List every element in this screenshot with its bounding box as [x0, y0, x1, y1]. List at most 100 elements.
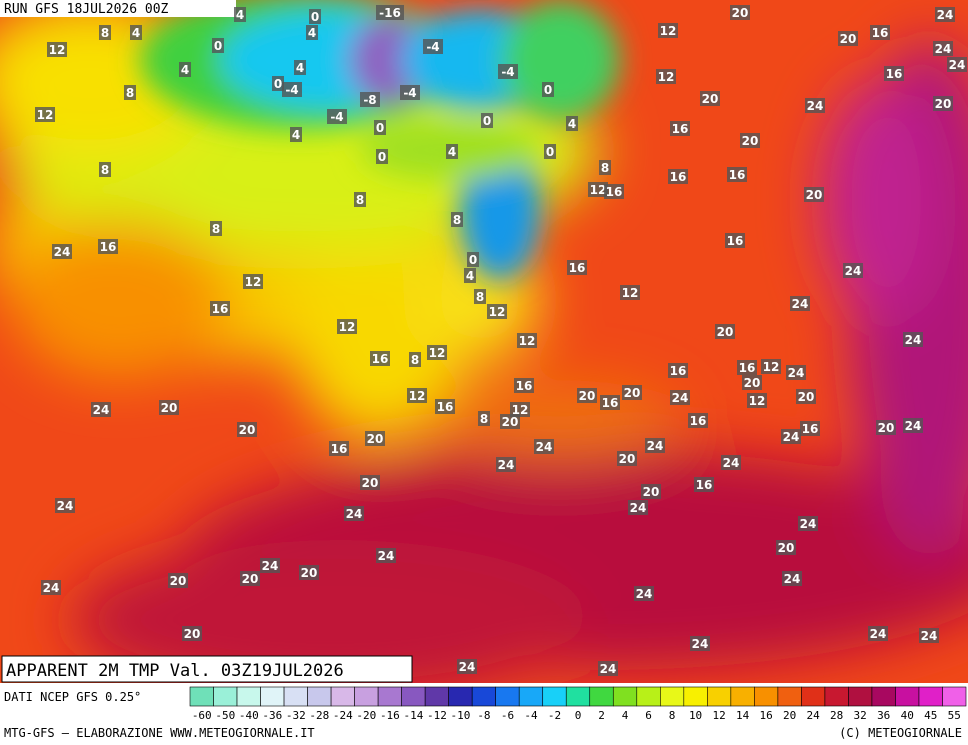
label-box	[786, 365, 806, 380]
scale-tick-label: -2	[548, 709, 561, 722]
scale-tick-label: 32	[854, 709, 867, 722]
map-label: -16	[379, 6, 401, 20]
label-box	[41, 580, 61, 595]
map-label: 20	[362, 476, 379, 490]
scale-swatch	[612, 686, 638, 707]
label-box	[599, 160, 611, 175]
map-label: 20	[840, 32, 857, 46]
map-label: 12	[622, 286, 639, 300]
label-box	[498, 64, 518, 79]
label-box	[327, 109, 347, 124]
label-box	[234, 7, 246, 22]
map-label: 8	[101, 26, 109, 40]
map-label: 24	[498, 458, 515, 472]
map-label: 24	[784, 572, 801, 586]
label-box	[360, 475, 380, 490]
map-label: 16	[606, 185, 623, 199]
scale-tick-label: -40	[239, 709, 259, 722]
credit: MTG-GFS — ELABORAZIONE WWW.METEOGIORNALE…	[4, 726, 315, 740]
map-label: 24	[870, 627, 887, 641]
label-box	[544, 144, 556, 159]
scale-swatch	[848, 686, 873, 707]
label-box	[481, 113, 493, 128]
map-label: 4	[568, 117, 576, 131]
label-box	[237, 422, 257, 437]
scale-tick-label: -6	[501, 709, 514, 722]
label-box	[634, 586, 654, 601]
scale-swatch	[401, 686, 426, 707]
scale-tick-label: 2	[598, 709, 605, 722]
label-box	[668, 363, 688, 378]
label-box	[804, 187, 824, 202]
map-label: 24	[43, 581, 60, 595]
label-box	[588, 182, 608, 197]
source: DATI NCEP GFS 0.25°	[4, 690, 141, 704]
map-label: 4	[296, 61, 304, 75]
map-label: 24	[800, 517, 817, 531]
label-box	[260, 558, 280, 573]
map-label: 20	[878, 421, 895, 435]
label-box	[721, 455, 741, 470]
map-label: 8	[601, 161, 609, 175]
label-box	[376, 5, 404, 20]
label-box	[376, 548, 396, 563]
scale-swatch	[236, 686, 261, 707]
map-label: 16	[670, 170, 687, 184]
map-label: 20	[367, 432, 384, 446]
scale-swatch	[518, 686, 544, 707]
map-label: 4	[466, 269, 474, 283]
scale-swatch	[307, 686, 332, 707]
map-label: 24	[845, 264, 862, 278]
map-label: 16	[872, 26, 889, 40]
scale-tick-label: 28	[830, 709, 843, 722]
map-label: 8	[101, 163, 109, 177]
label-box	[168, 573, 188, 588]
map-label: 20	[624, 386, 641, 400]
scale-swatch	[189, 686, 214, 707]
scale-tick-label: 40	[901, 709, 914, 722]
map-label: 12	[37, 108, 54, 122]
label-box	[427, 345, 447, 360]
label-box	[478, 411, 490, 426]
label-box	[124, 85, 136, 100]
label-box	[365, 431, 385, 446]
scale-tick-label: -4	[524, 709, 538, 722]
map-label: 0	[378, 150, 386, 164]
label-box	[628, 500, 648, 515]
label-box	[282, 82, 302, 97]
scale-tick-label: 20	[783, 709, 796, 722]
map-label: 16	[331, 442, 348, 456]
map-label: 12	[749, 394, 766, 408]
label-box	[496, 457, 516, 472]
label-box	[740, 133, 760, 148]
scale-tick-label: -32	[286, 709, 306, 722]
label-box	[159, 400, 179, 415]
label-box	[299, 565, 319, 580]
map-label: 0	[214, 39, 222, 53]
map-label: 0	[483, 114, 491, 128]
map-label: 24	[788, 366, 805, 380]
map-label: 16	[516, 379, 533, 393]
label-box	[742, 375, 762, 390]
map-label: 0	[546, 145, 554, 159]
label-box	[600, 395, 620, 410]
map-label: 20	[742, 134, 759, 148]
map-label: 0	[376, 121, 384, 135]
map-label: 20	[798, 390, 815, 404]
map-label: 24	[935, 42, 952, 56]
label-box	[604, 184, 624, 199]
map-label: 16	[372, 352, 389, 366]
label-box	[407, 388, 427, 403]
map-label: 16	[690, 414, 707, 428]
label-box	[798, 516, 818, 531]
label-box	[843, 263, 863, 278]
scale-swatch	[495, 686, 520, 707]
label-box	[566, 116, 578, 131]
map-label: 24	[783, 430, 800, 444]
map-label: 24	[723, 456, 740, 470]
label-box	[876, 420, 896, 435]
scale-tick-label: 4	[622, 709, 629, 722]
label-box	[376, 149, 388, 164]
label-box	[782, 571, 802, 586]
